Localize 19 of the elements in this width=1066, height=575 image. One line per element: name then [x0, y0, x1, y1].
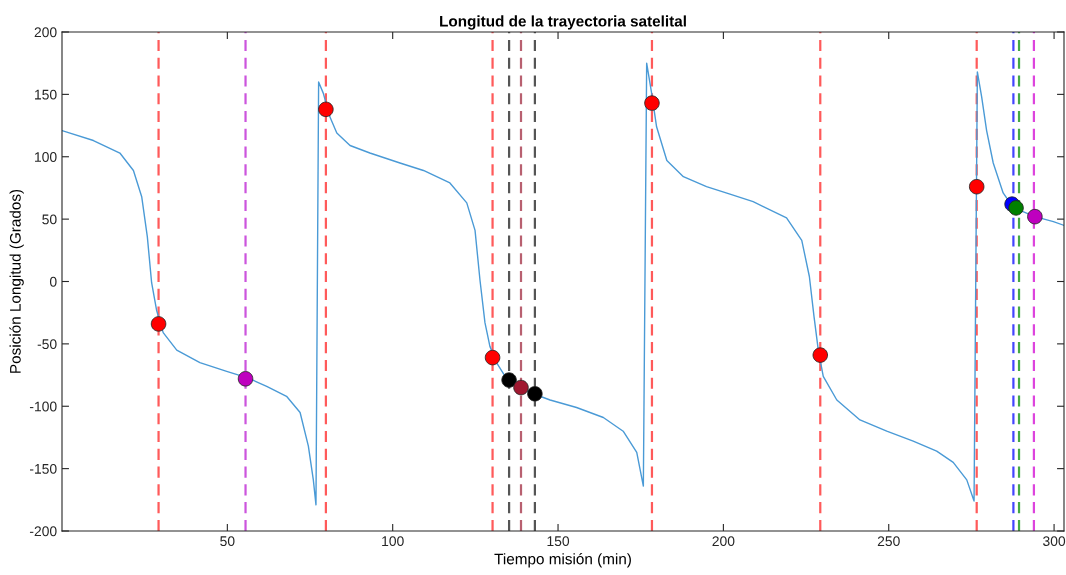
y-axis-title: Posición Longitud (Grados) [9, 189, 24, 373]
y-tick-label: 200 [34, 27, 57, 38]
x-tick-label: 50 [220, 536, 235, 547]
y-tick-label: -200 [29, 526, 57, 537]
y-tick-label: -150 [29, 463, 57, 474]
y-tick-label: -100 [29, 401, 57, 412]
y-tick-label: 0 [49, 276, 57, 287]
x-tick-label: 100 [382, 536, 404, 547]
y-tick-label: 150 [35, 89, 57, 100]
x-axis-title: Tiempo misión (min) [494, 552, 631, 568]
line-series [62, 62, 1064, 506]
chart-title: Longitud de la trayectoria satelital [440, 15, 686, 30]
y-tick-label: 100 [35, 152, 57, 162]
x-tick-label: 250 [877, 536, 900, 547]
y-tick-label: 50 [42, 214, 57, 225]
x-tick-label: 200 [712, 536, 735, 547]
x-tick-label: 300 [1043, 536, 1066, 547]
y-tick-label: -50 [37, 339, 57, 350]
x-tick-label: 150 [547, 536, 570, 547]
